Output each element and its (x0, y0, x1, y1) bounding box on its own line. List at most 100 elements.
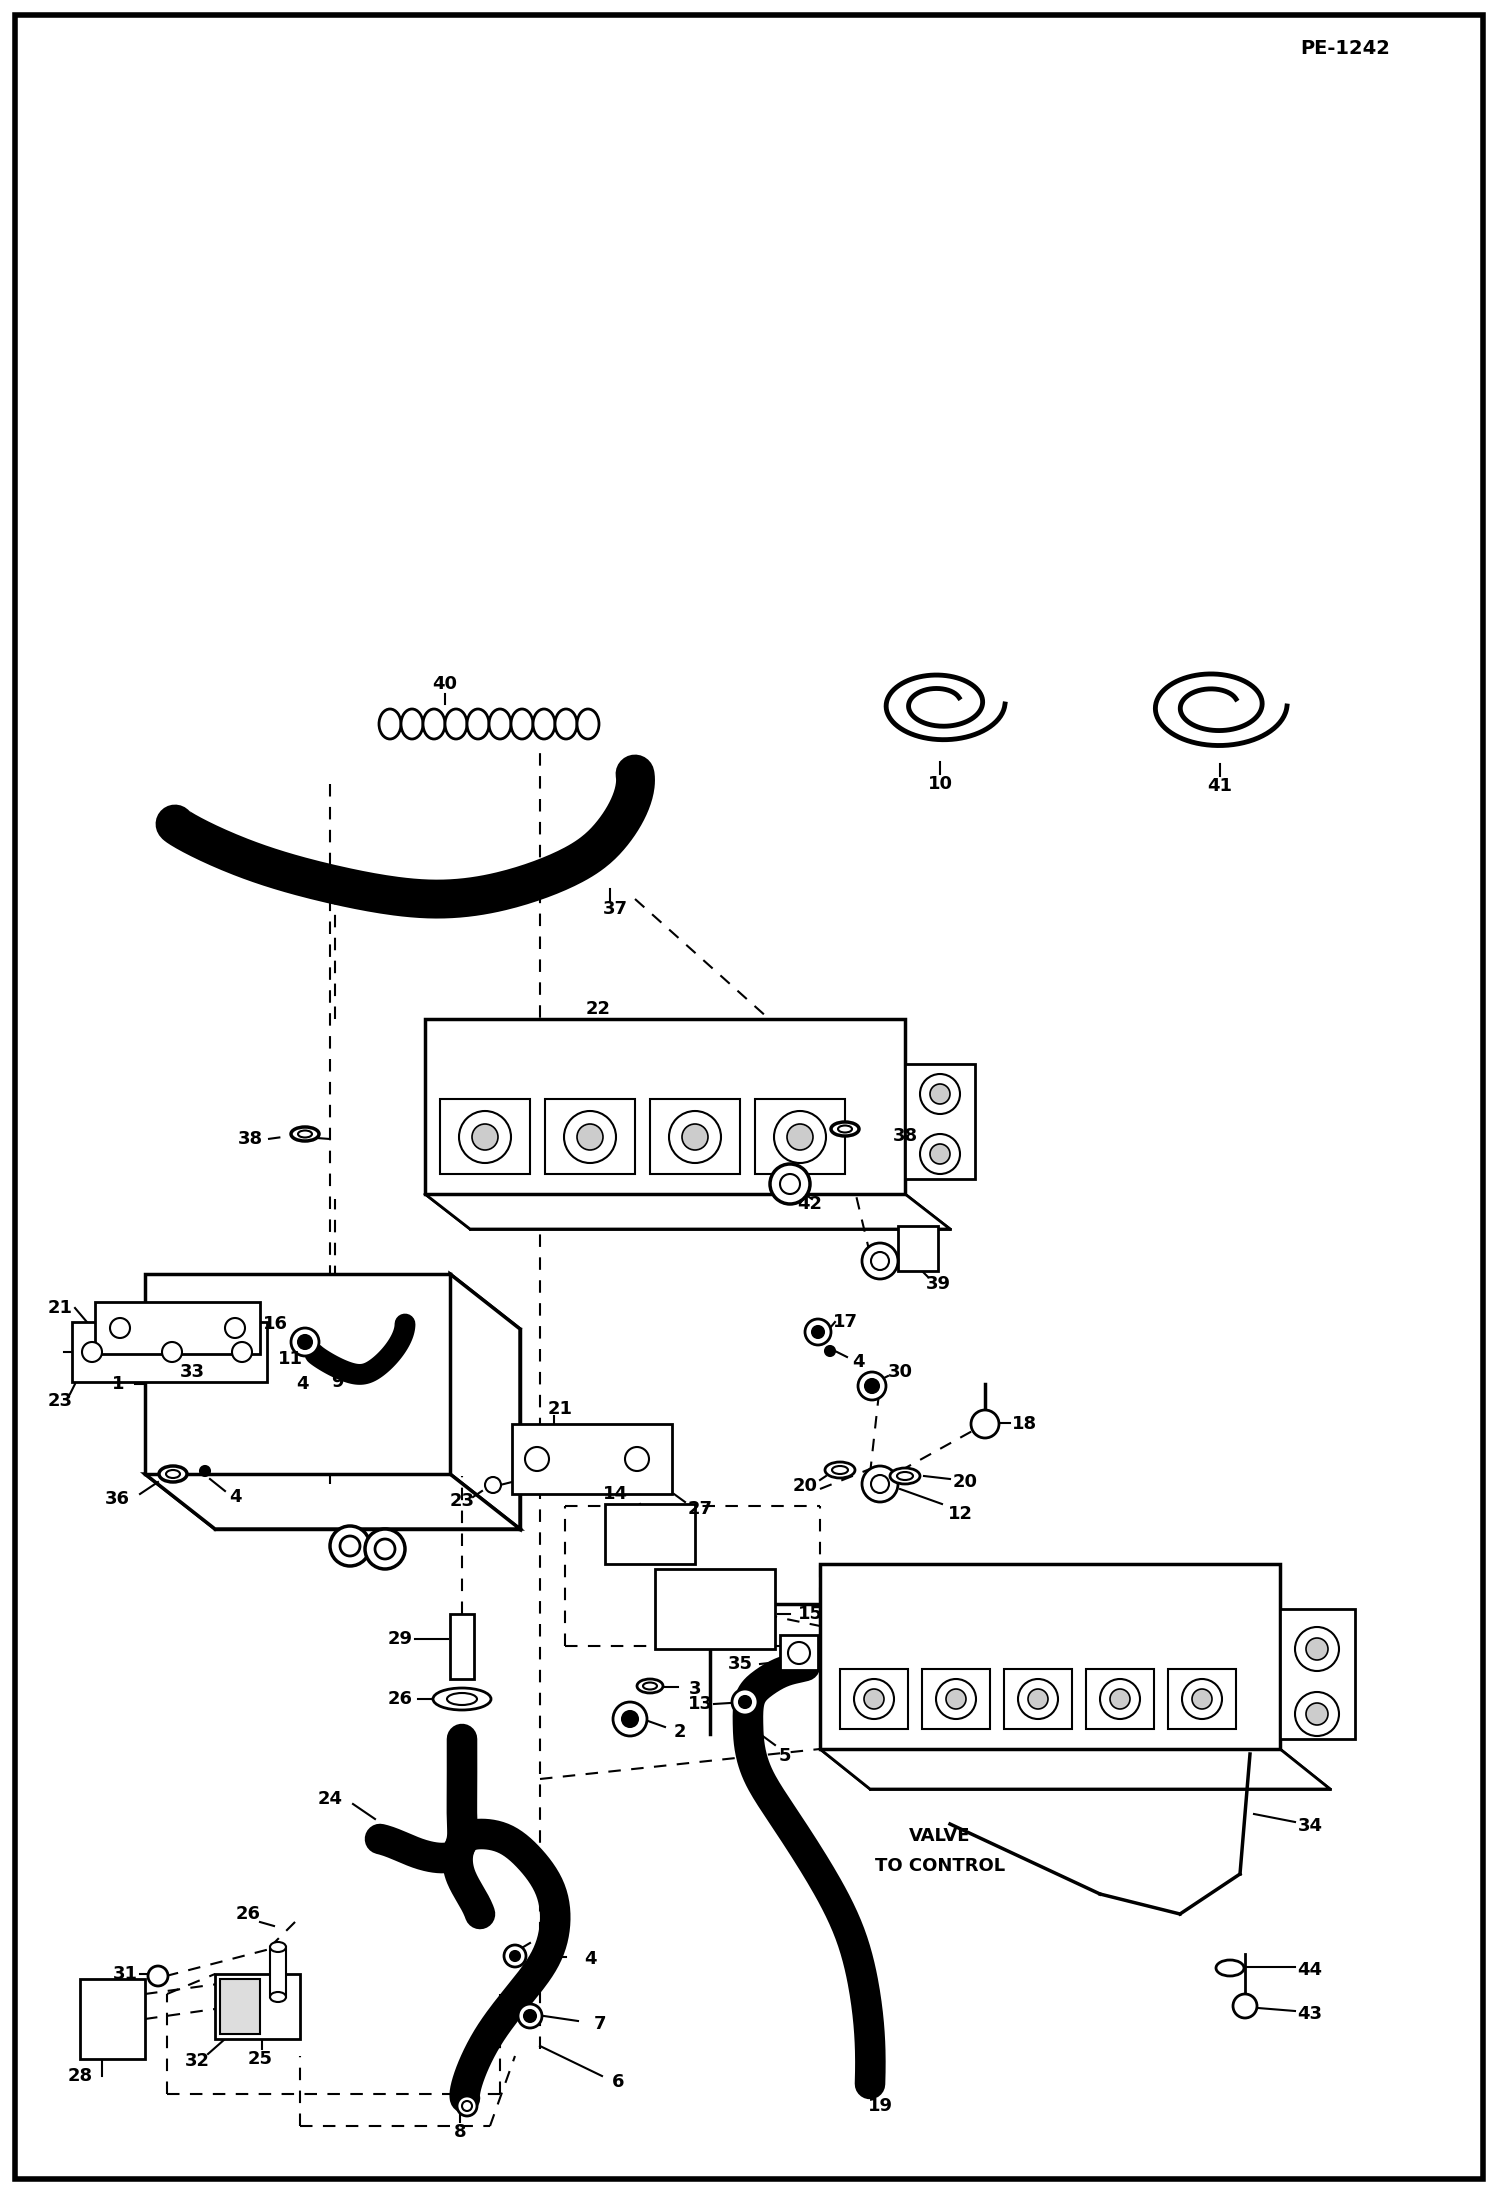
Circle shape (733, 1689, 758, 1716)
Text: 42: 42 (797, 1196, 822, 1213)
Text: 25: 25 (247, 2049, 273, 2069)
Ellipse shape (445, 709, 467, 739)
Bar (512, 1424, 673, 1494)
Ellipse shape (577, 709, 599, 739)
Polygon shape (145, 1474, 520, 1529)
Circle shape (861, 1244, 897, 1279)
Ellipse shape (825, 1461, 855, 1479)
Bar (655, 1569, 774, 1650)
Bar (780, 1635, 818, 1670)
Text: 22: 22 (586, 1000, 611, 1018)
Polygon shape (425, 1194, 950, 1229)
Text: 21: 21 (547, 1400, 572, 1417)
Bar (1279, 1608, 1356, 1740)
Circle shape (1306, 1639, 1329, 1661)
Text: 6: 6 (611, 2073, 625, 2091)
Text: 40: 40 (433, 676, 457, 693)
Ellipse shape (831, 1121, 858, 1136)
Circle shape (291, 1327, 319, 1356)
Circle shape (298, 1334, 312, 1349)
Text: 29: 29 (388, 1630, 412, 1648)
Bar (270, 1946, 286, 1997)
Circle shape (457, 2095, 476, 2115)
Circle shape (366, 1529, 404, 1569)
Circle shape (1294, 1628, 1339, 1672)
Circle shape (788, 1641, 810, 1663)
Bar (921, 1670, 990, 1729)
Bar (755, 1099, 845, 1174)
Circle shape (774, 1110, 825, 1163)
Ellipse shape (1216, 1959, 1243, 1977)
Bar (1004, 1670, 1073, 1729)
Circle shape (930, 1143, 950, 1165)
Circle shape (739, 1696, 750, 1707)
Text: 38: 38 (238, 1130, 262, 1147)
Text: 35: 35 (728, 1654, 752, 1674)
Ellipse shape (270, 1992, 286, 2001)
Text: PE-1242: PE-1242 (1300, 39, 1390, 59)
Circle shape (825, 1345, 834, 1356)
Text: 19: 19 (867, 2097, 893, 2115)
Bar (819, 1564, 1279, 1749)
Circle shape (340, 1536, 360, 1556)
Text: 33: 33 (180, 1362, 205, 1380)
Text: 15: 15 (797, 1606, 822, 1624)
Ellipse shape (422, 709, 445, 739)
Text: 9: 9 (331, 1373, 343, 1391)
Circle shape (201, 1466, 210, 1477)
Ellipse shape (637, 1678, 664, 1694)
Text: 27: 27 (688, 1501, 713, 1518)
Circle shape (1019, 1678, 1058, 1720)
Text: 41: 41 (1207, 777, 1233, 794)
Ellipse shape (433, 1687, 491, 1709)
Text: 4: 4 (295, 1376, 309, 1393)
Text: 3: 3 (689, 1681, 701, 1698)
Bar (605, 1505, 695, 1564)
Text: 4: 4 (584, 1950, 596, 1968)
Circle shape (870, 1253, 888, 1270)
Bar (840, 1670, 908, 1729)
Circle shape (518, 2003, 542, 2027)
Circle shape (920, 1134, 960, 1174)
Circle shape (109, 1319, 130, 1338)
Bar (94, 1301, 261, 1354)
Bar (216, 1975, 300, 2038)
Circle shape (804, 1319, 831, 1345)
Text: 13: 13 (688, 1696, 713, 1714)
Ellipse shape (379, 709, 401, 739)
Text: 23: 23 (449, 1492, 475, 1509)
Circle shape (854, 1678, 894, 1720)
Circle shape (770, 1165, 810, 1205)
Bar (72, 1323, 267, 1382)
Circle shape (374, 1538, 395, 1560)
Circle shape (148, 1966, 168, 1986)
Text: 1: 1 (112, 1376, 124, 1393)
Bar (897, 1226, 938, 1270)
Text: 34: 34 (1297, 1817, 1323, 1834)
Circle shape (232, 1343, 252, 1362)
Circle shape (162, 1343, 181, 1362)
Text: 24: 24 (318, 1790, 343, 1808)
Bar (79, 1979, 145, 2058)
Text: 16: 16 (262, 1314, 288, 1334)
Text: 12: 12 (948, 1505, 972, 1523)
Circle shape (458, 1110, 511, 1163)
Text: TO CONTROL: TO CONTROL (875, 1856, 1005, 1876)
Ellipse shape (488, 709, 511, 739)
Circle shape (1182, 1678, 1222, 1720)
Circle shape (625, 1448, 649, 1470)
Bar (440, 1099, 530, 1174)
Circle shape (524, 1448, 548, 1470)
Bar (650, 1099, 740, 1174)
Ellipse shape (837, 1126, 852, 1132)
Circle shape (936, 1678, 977, 1720)
Circle shape (503, 1946, 526, 1968)
Text: 11: 11 (277, 1349, 303, 1369)
Text: 36: 36 (105, 1490, 129, 1507)
Text: 37: 37 (602, 900, 628, 917)
Text: 4: 4 (229, 1488, 241, 1505)
Text: 30: 30 (887, 1362, 912, 1380)
Circle shape (920, 1075, 960, 1115)
Text: 43: 43 (1297, 2005, 1323, 2023)
Circle shape (786, 1123, 813, 1150)
